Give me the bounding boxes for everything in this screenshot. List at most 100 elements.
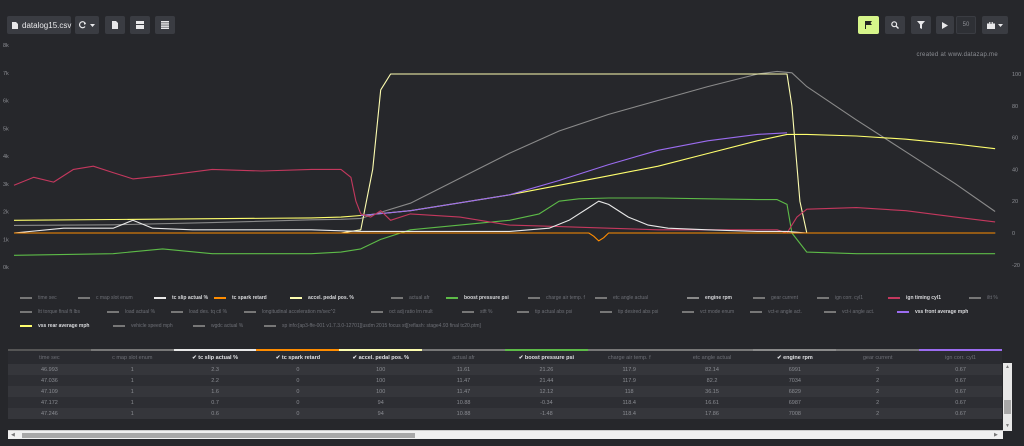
legend-item[interactable]: wgdc actual %	[193, 323, 243, 329]
column-header[interactable]: ign corr. cyl1	[919, 349, 1002, 364]
document-icon	[112, 21, 118, 29]
flag-marker-button[interactable]	[858, 16, 879, 34]
table-cell: 1.6	[211, 388, 219, 395]
column-header[interactable]: charge air temp. f	[587, 349, 671, 364]
table-cell: 47.172	[41, 399, 58, 406]
legend-swatch	[20, 311, 32, 313]
table-row[interactable]: 47.036 1 2.2 0 100 11.47 21.44 117.9 82.2 7034 2 0.…	[8, 375, 1002, 386]
column-header[interactable]: c map slot enum	[90, 349, 174, 364]
table-row[interactable]: 46.993 1 2.3 0 100 11.61 21.26 117.9 82.14 6991 2 0…	[8, 364, 1002, 375]
y-left-tick-label: 8k	[3, 43, 9, 49]
column-header[interactable]: etc angle actual	[670, 349, 754, 364]
column-header[interactable]: gear current	[836, 349, 920, 364]
scroll-right-icon[interactable]: ▶	[994, 432, 998, 438]
legend-item[interactable]: load actual %	[107, 309, 155, 315]
table-row[interactable]: 47.172 1 0.7 0 94 10.88 -0.34 118.4 16.61 6987 2 0.…	[8, 397, 1002, 408]
legend-item[interactable]: time sec	[20, 295, 57, 301]
legend-item[interactable]: stft %	[462, 309, 493, 315]
zoom-button[interactable]	[885, 16, 905, 34]
column-header[interactable]: ✔ boost pressure psi	[504, 349, 588, 364]
scroll-up-icon[interactable]: ▲	[1005, 364, 1010, 370]
legend-item[interactable]: vct-i angle act.	[824, 309, 874, 315]
horizontal-scrollbar[interactable]: ◀ ▶	[8, 430, 1003, 439]
legend-item[interactable]: accel. pedal pos. %	[290, 295, 354, 301]
play-button[interactable]	[936, 16, 954, 34]
tools-dropdown-button[interactable]	[982, 16, 1008, 34]
legend-item[interactable]: actual afr	[391, 295, 430, 301]
legend-swatch	[682, 311, 694, 313]
legend-item[interactable]: longitudinal acceleration m/sec^2	[244, 309, 336, 315]
new-document-button[interactable]	[105, 16, 125, 34]
scroll-down-icon[interactable]: ▼	[1005, 423, 1010, 429]
legend-swatch	[517, 311, 529, 313]
table-cell: 21.44	[539, 377, 554, 384]
legend-label: stft %	[480, 309, 493, 315]
legend-item[interactable]: load des. tq ctl %	[171, 309, 227, 315]
horizontal-scroll-thumb[interactable]	[22, 433, 415, 438]
legend-item[interactable]: engine rpm	[687, 295, 732, 301]
filter-button[interactable]	[911, 16, 931, 34]
y-left-tick-label: 7k	[3, 71, 9, 77]
legend-label: etc angle actual	[613, 295, 649, 301]
legend-item[interactable]: oct adj ratio lrn mult	[371, 309, 433, 315]
legend-item[interactable]: gear current	[753, 295, 798, 301]
legend-swatch	[753, 297, 765, 299]
column-header-label: engine rpm	[783, 354, 813, 361]
legend-item[interactable]: tc slip actual %	[154, 295, 208, 301]
y-left-tick-label: 1k	[3, 237, 9, 243]
legend-item[interactable]: vct-e angle act.	[750, 309, 802, 315]
refresh-dropdown-button[interactable]	[75, 16, 99, 34]
playback-interval-input[interactable]: 50	[956, 16, 976, 34]
legend-item[interactable]: sp info:[ap3-ffe-001 v1.7.3.0-12701][usd…	[264, 323, 481, 329]
column-header[interactable]: ✔ tc spark retard	[256, 349, 340, 364]
filter-icon	[917, 21, 925, 29]
column-header[interactable]: ✔ accel. pedal pos. %	[339, 349, 423, 364]
legend-item[interactable]: boost pressure psi	[446, 295, 509, 301]
table-row[interactable]: 47.109 1 1.6 0 100 11.47 12.12 118 36.15 6829 2 0.6…	[8, 386, 1002, 397]
legend-item[interactable]: ign timing cyl1	[888, 295, 941, 301]
table-cell: 2	[876, 377, 880, 384]
legend-item[interactable]: tip actual abs psi	[517, 309, 572, 315]
legend-swatch	[595, 297, 607, 299]
column-header[interactable]: ✔ engine rpm	[753, 349, 837, 364]
table-cell: 21.26	[539, 366, 554, 373]
table-view-button[interactable]	[155, 16, 175, 34]
column-header-label: c map slot enum	[112, 354, 153, 361]
legend-swatch	[687, 297, 699, 299]
scroll-left-icon[interactable]: ◀	[11, 432, 15, 438]
legend-item[interactable]: c map slot enum	[78, 295, 133, 301]
legend-item[interactable]: charge air temp. f	[528, 295, 585, 301]
legend-item[interactable]: tip desired abs psi	[600, 309, 658, 315]
vertical-scroll-thumb[interactable]	[1004, 400, 1011, 414]
column-header[interactable]: actual afr	[422, 349, 505, 364]
legend-swatch	[171, 311, 183, 313]
legend-item[interactable]: vss front average mph	[897, 309, 968, 315]
column-header[interactable]: time sec	[8, 349, 91, 364]
legend-label: gear current	[771, 295, 798, 301]
datalog-chart[interactable]: created at www.datazap.me 0k 1k 2k 3k 4k 5k 6k…	[0, 40, 1024, 280]
legend-swatch	[446, 297, 458, 299]
column-header-label: tc slip actual %	[198, 354, 239, 361]
legend-item[interactable]: vct mode enum	[682, 309, 734, 315]
legend-item[interactable]: vehicle speed mph	[113, 323, 173, 329]
vertical-scrollbar[interactable]: ▲ ▼	[1003, 363, 1012, 431]
y-left-tick-label: 3k	[3, 182, 9, 188]
legend-swatch	[264, 325, 276, 327]
table-cell: 47.246	[41, 410, 58, 417]
table-header-row: time sec c map slot enum ✔ tc slip actual …	[8, 349, 1002, 364]
file-select-button[interactable]: datalog15.csv	[7, 16, 71, 34]
table-row[interactable]: 47.246 1 0.6 0 94 10.88 -1.48 118.4 17.86 7008 2 0.…	[8, 408, 1002, 419]
legend-swatch	[888, 297, 900, 299]
legend-swatch	[78, 297, 90, 299]
legend-item[interactable]: etc angle actual	[595, 295, 648, 301]
legend-item[interactable]: iltt %	[969, 295, 998, 301]
legend-item[interactable]: vss rear average mph	[20, 323, 89, 329]
y-right-tick-label: 20	[1012, 199, 1018, 205]
legend-item[interactable]: ign corr. cyl1	[817, 295, 863, 301]
column-header[interactable]: ✔ tc slip actual %	[173, 349, 257, 364]
table-cell: 94	[377, 399, 384, 406]
column-header-label: etc angle actual	[692, 354, 732, 361]
layout-button[interactable]	[130, 16, 150, 34]
legend-item[interactable]: ltt torque final ft lbs	[20, 309, 80, 315]
legend-item[interactable]: tc spark retard	[214, 295, 267, 301]
